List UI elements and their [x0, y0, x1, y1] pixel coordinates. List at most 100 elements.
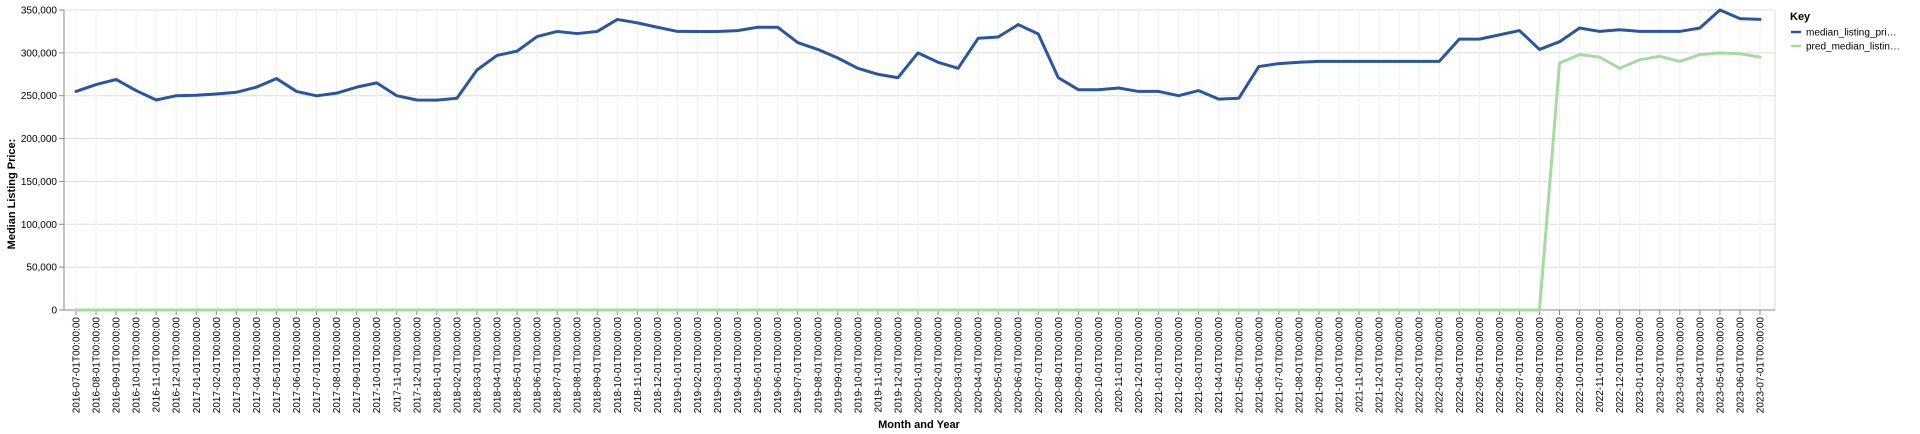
- x-tick-label: 2022-04-01T00:00:00: [1455, 317, 1466, 414]
- x-tick-label: 2022-08-01T00:00:00: [1535, 317, 1546, 414]
- y-tick-label: 300,000: [21, 48, 58, 59]
- x-tick-label: 2017-07-01T00:00:00: [312, 317, 323, 414]
- x-axis-title: Month and Year: [878, 419, 960, 431]
- x-tick-label: 2023-06-01T00:00:00: [1735, 317, 1746, 414]
- x-tick-label: 2022-01-01T00:00:00: [1395, 317, 1406, 414]
- y-tick-label: 0: [51, 306, 57, 317]
- x-tick-label: 2020-07-01T00:00:00: [1034, 317, 1045, 414]
- x-tick-label: 2022-09-01T00:00:00: [1555, 317, 1566, 414]
- x-tick-label: 2016-07-01T00:00:00: [72, 317, 83, 414]
- x-tick-label: 2021-07-01T00:00:00: [1274, 317, 1285, 414]
- series-line-1: [74, 51, 1762, 312]
- x-tick-label: 2017-05-01T00:00:00: [272, 317, 283, 414]
- x-tick-label: 2017-08-01T00:00:00: [332, 317, 343, 414]
- x-tick-label: 2020-06-01T00:00:00: [1014, 317, 1025, 414]
- x-tick-label: 2021-09-01T00:00:00: [1314, 317, 1325, 414]
- x-tick-label: 2019-10-01T00:00:00: [853, 317, 864, 414]
- x-tick-label: 2021-10-01T00:00:00: [1335, 317, 1346, 414]
- x-tick-label: 2022-11-01T00:00:00: [1595, 317, 1606, 413]
- y-tick-label: 50,000: [26, 263, 57, 274]
- x-tick-label: 2018-04-01T00:00:00: [493, 317, 504, 414]
- x-tick-label: 2016-12-01T00:00:00: [172, 317, 183, 414]
- x-tick-label: 2019-09-01T00:00:00: [833, 317, 844, 414]
- x-tick-label: 2020-01-01T00:00:00: [914, 317, 925, 414]
- x-tick-label: 2017-01-01T00:00:00: [192, 317, 203, 414]
- series-lines: [74, 8, 1762, 312]
- x-tick-label: 2016-09-01T00:00:00: [112, 317, 123, 414]
- x-tick-label: 2021-05-01T00:00:00: [1234, 317, 1245, 414]
- x-tick-label: 2018-10-01T00:00:00: [613, 317, 624, 414]
- x-tick-label: 2021-03-01T00:00:00: [1194, 317, 1205, 414]
- x-tick-label: 2020-04-01T00:00:00: [974, 317, 985, 414]
- x-tick-label: 2022-02-01T00:00:00: [1415, 317, 1426, 414]
- x-tick-label: 2019-07-01T00:00:00: [793, 317, 804, 414]
- legend-label: pred_median_listin…: [1806, 42, 1900, 53]
- x-tick-label: 2020-11-01T00:00:00: [1114, 317, 1125, 413]
- x-tick-label: 2020-03-01T00:00:00: [954, 317, 965, 414]
- x-tick-label: 2019-06-01T00:00:00: [773, 317, 784, 414]
- x-tick-label: 2017-09-01T00:00:00: [352, 317, 363, 414]
- x-tick-label: 2022-07-01T00:00:00: [1515, 317, 1526, 414]
- x-tick-label: 2023-02-01T00:00:00: [1655, 317, 1666, 414]
- x-tick-label: 2020-05-01T00:00:00: [994, 317, 1005, 414]
- x-tick-label: 2020-10-01T00:00:00: [1094, 317, 1105, 414]
- x-tick-label: 2018-11-01T00:00:00: [633, 317, 644, 413]
- x-tick-label: 2019-02-01T00:00:00: [693, 317, 704, 414]
- y-axis: 0 50,000 100,000 150,000 200,000 250,000 300,0…: [21, 6, 65, 317]
- x-tick-label: 2016-10-01T00:00:00: [132, 317, 143, 414]
- x-tick-label: 2018-01-01T00:00:00: [432, 317, 443, 414]
- x-tick-label: 2016-11-01T00:00:00: [152, 317, 163, 413]
- x-tick-label: 2021-12-01T00:00:00: [1375, 317, 1386, 414]
- x-tick-label: 2018-08-01T00:00:00: [573, 317, 584, 414]
- x-tick-label: 2021-08-01T00:00:00: [1294, 317, 1305, 414]
- x-tick-label: 2017-10-01T00:00:00: [372, 317, 383, 414]
- x-tick-label: 2020-02-01T00:00:00: [934, 317, 945, 414]
- x-tick-label: 2019-12-01T00:00:00: [893, 317, 904, 414]
- x-tick-label: 2021-06-01T00:00:00: [1254, 317, 1265, 414]
- x-tick-label: 2017-04-01T00:00:00: [252, 317, 263, 414]
- x-tick-label: 2019-05-01T00:00:00: [753, 317, 764, 414]
- x-tick-label: 2022-12-01T00:00:00: [1615, 317, 1626, 414]
- x-tick-label: 2020-12-01T00:00:00: [1134, 317, 1145, 414]
- x-tick-label: 2018-07-01T00:00:00: [553, 317, 564, 414]
- y-tick-label: 100,000: [21, 220, 58, 231]
- legend-label: median_listing_pri…: [1806, 28, 1897, 39]
- x-tick-label: 2022-03-01T00:00:00: [1435, 317, 1446, 414]
- x-tick-label: 2023-07-01T00:00:00: [1756, 317, 1767, 414]
- x-tick-label: 2022-06-01T00:00:00: [1495, 317, 1506, 414]
- x-tick-label: 2018-05-01T00:00:00: [513, 317, 524, 414]
- series-line-0: [74, 8, 1762, 102]
- y-tick-label: 150,000: [21, 177, 58, 188]
- x-tick-label: 2023-04-01T00:00:00: [1695, 317, 1706, 414]
- x-tick-label: 2017-06-01T00:00:00: [292, 317, 303, 414]
- x-tick-label: 2017-12-01T00:00:00: [412, 317, 423, 414]
- x-tick-label: 2018-06-01T00:00:00: [533, 317, 544, 414]
- x-axis: 2016-07-01T00:00:00 2016-08-01T00:00:00 20…: [64, 309, 1775, 414]
- x-tick-label: 2021-04-01T00:00:00: [1214, 317, 1225, 414]
- x-tick-label: 2020-08-01T00:00:00: [1054, 317, 1065, 414]
- x-tick-label: 2023-05-01T00:00:00: [1715, 317, 1726, 414]
- x-tick-label: 2016-08-01T00:00:00: [92, 317, 103, 414]
- gridlines: [64, 9, 1776, 311]
- x-tick-label: 2018-12-01T00:00:00: [653, 317, 664, 414]
- x-tick-label: 2018-09-01T00:00:00: [593, 317, 604, 414]
- x-tick-label: 2020-09-01T00:00:00: [1074, 317, 1085, 414]
- y-tick-label: 200,000: [21, 134, 58, 145]
- x-tick-label: 2017-11-01T00:00:00: [392, 317, 403, 413]
- x-tick-label: 2021-02-01T00:00:00: [1174, 317, 1185, 414]
- x-tick-label: 2023-01-01T00:00:00: [1635, 317, 1646, 414]
- x-tick-label: 2018-02-01T00:00:00: [452, 317, 463, 414]
- x-tick-label: 2022-10-01T00:00:00: [1575, 317, 1586, 414]
- x-tick-label: 2019-08-01T00:00:00: [813, 317, 824, 414]
- legend-title: Key: [1790, 11, 1811, 23]
- x-tick-label: 2019-03-01T00:00:00: [713, 317, 724, 414]
- x-tick-label: 2022-05-01T00:00:00: [1475, 317, 1486, 414]
- x-tick-label: 2023-03-01T00:00:00: [1675, 317, 1686, 414]
- x-tick-label: 2021-11-01T00:00:00: [1355, 317, 1366, 413]
- x-tick-label: 2021-01-01T00:00:00: [1154, 317, 1165, 414]
- y-axis-title: Median Listing Price:: [6, 139, 18, 250]
- x-tick-label: 2018-03-01T00:00:00: [472, 317, 483, 414]
- x-tick-label: 2017-03-01T00:00:00: [232, 317, 243, 414]
- x-tick-label: 2019-01-01T00:00:00: [673, 317, 684, 414]
